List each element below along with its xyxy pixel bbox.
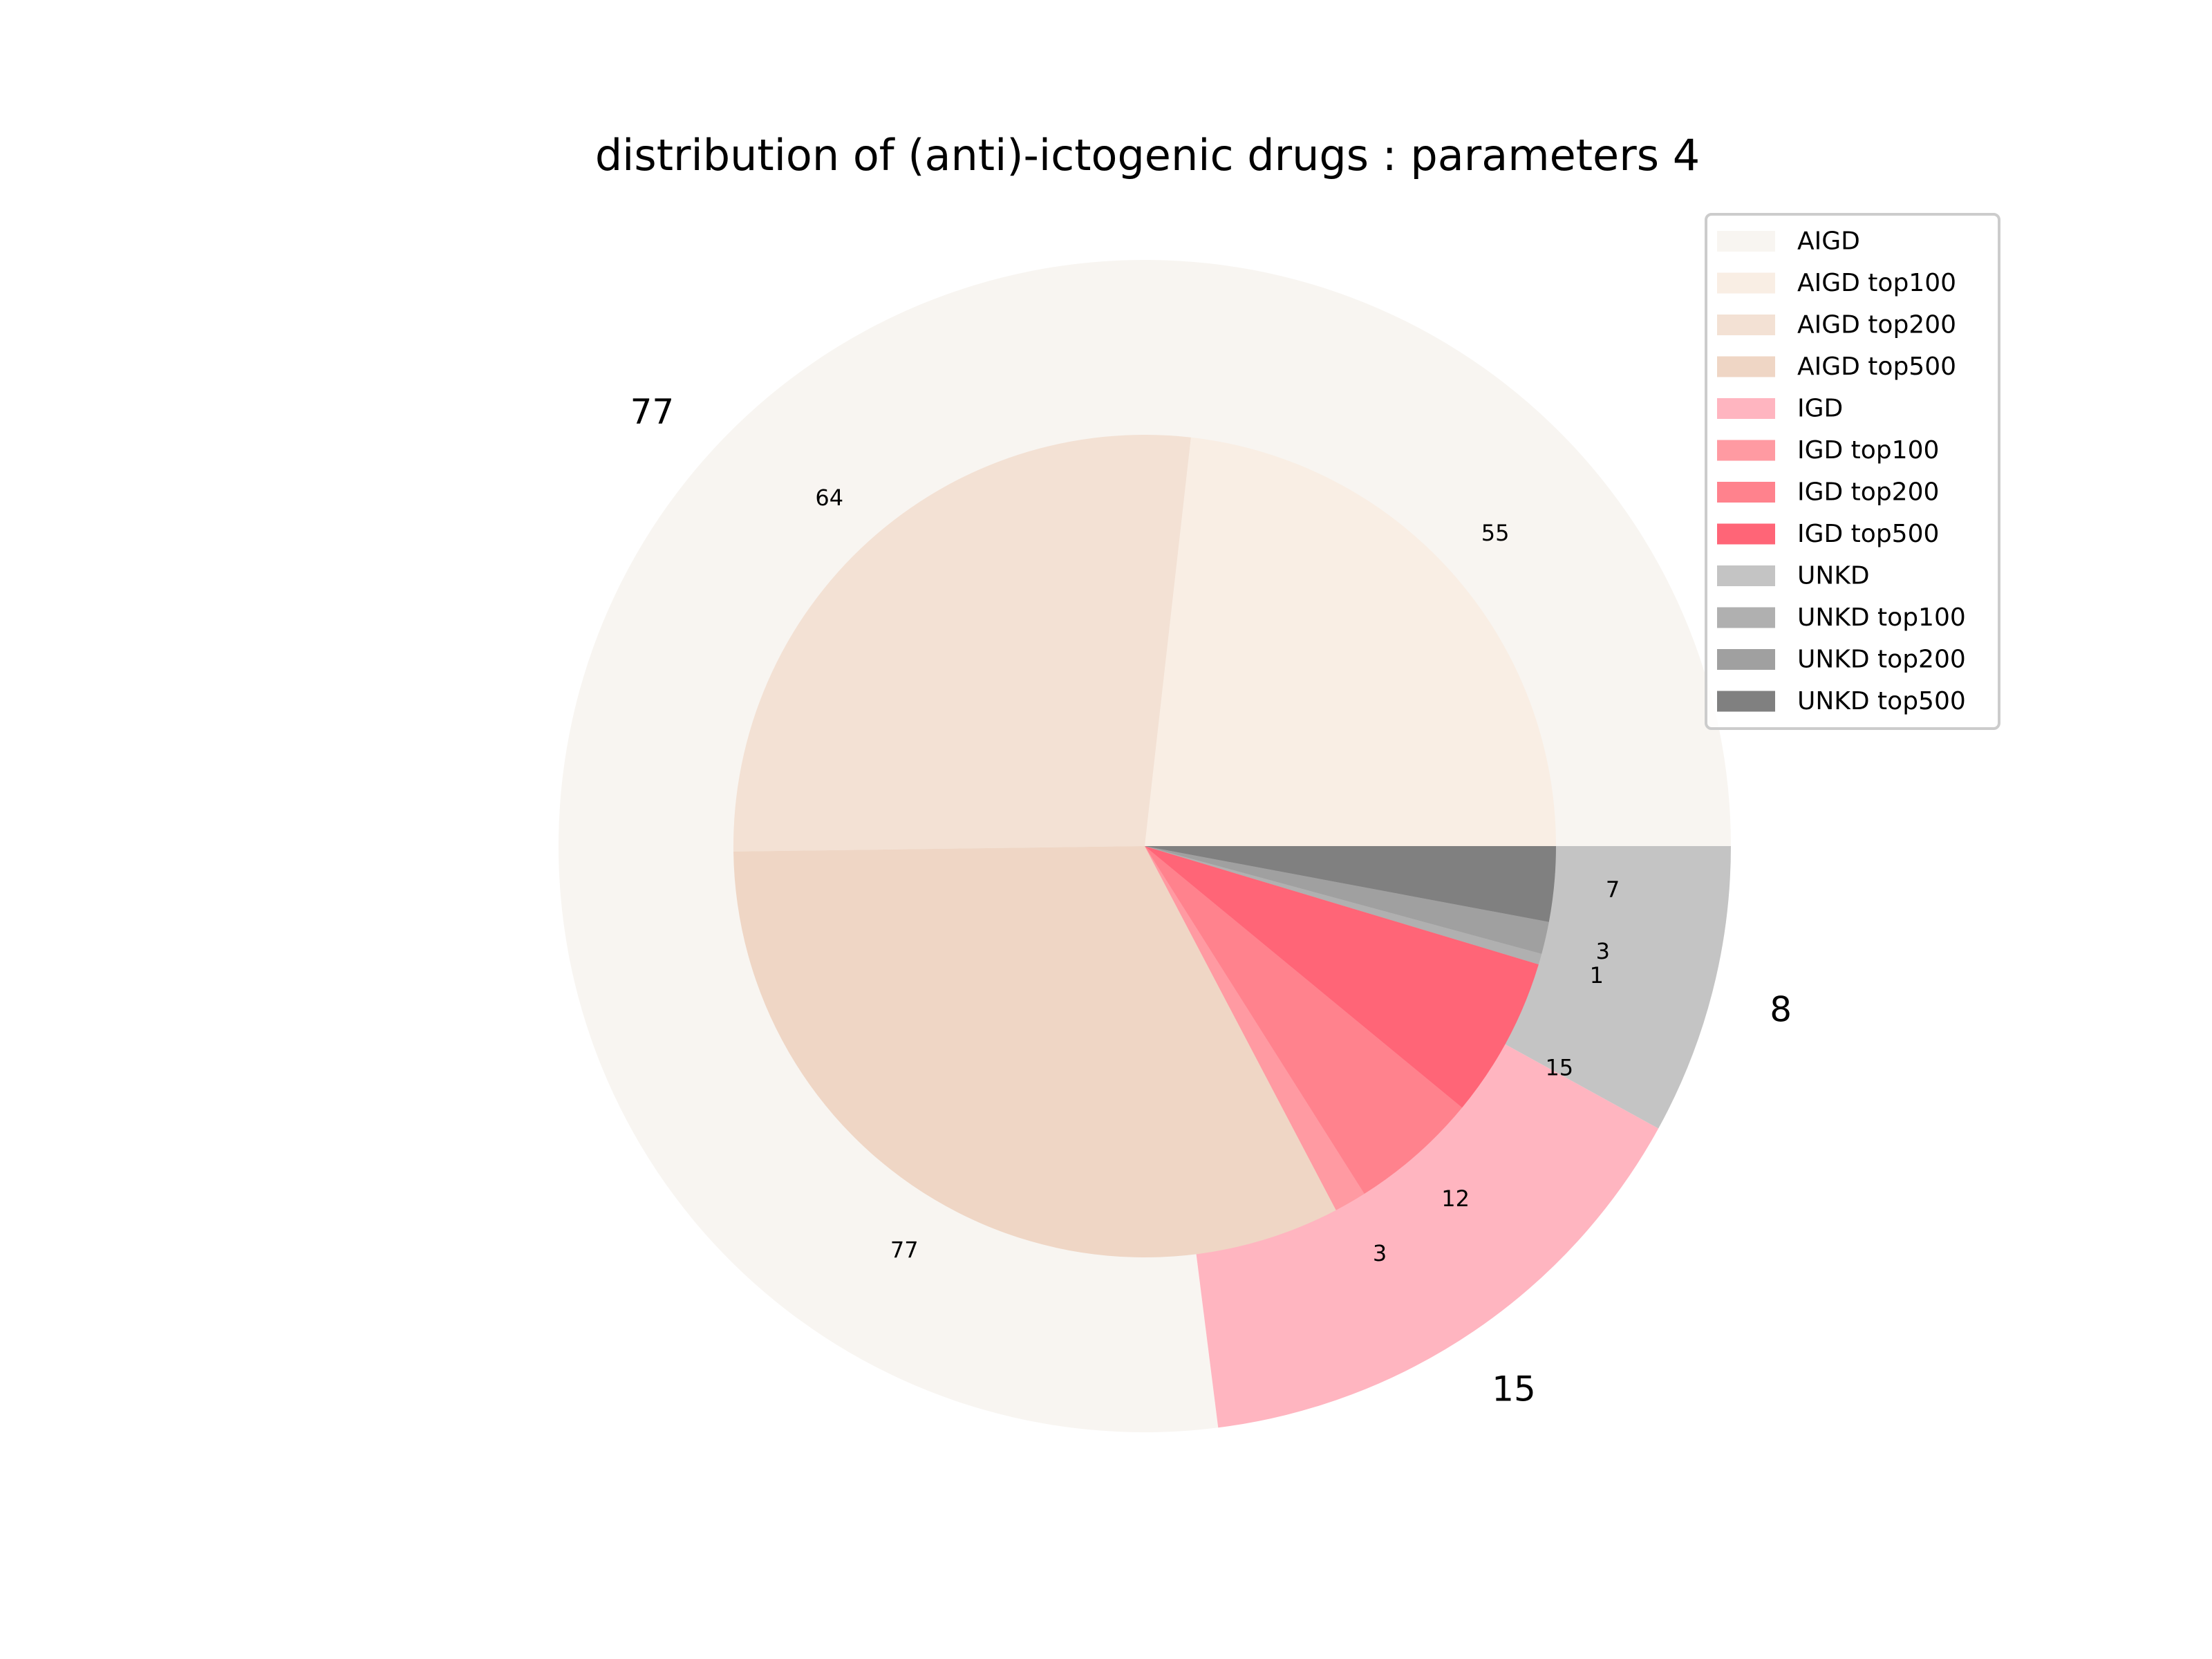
inner-slice-aigd-top500 — [733, 846, 1336, 1258]
inner-label-unkd-top200: 3 — [1596, 938, 1610, 964]
legend-swatch-igd-top200 — [1717, 482, 1775, 503]
inner-label-unkd-top100: 1 — [1590, 962, 1604, 988]
inner-label-aigd-top100: 55 — [1481, 520, 1510, 546]
inner-slice-aigd-top100 — [1145, 437, 1556, 846]
inner-slice-unkd-top100 — [1145, 846, 1542, 965]
inner-slice-unkd-top200 — [1145, 846, 1549, 954]
inner-label-aigd-top500: 77 — [890, 1237, 919, 1263]
legend-swatch-aigd-top200 — [1717, 315, 1775, 335]
legend-label-aigd-top500: AIGD top500 — [1797, 353, 1956, 381]
inner-label-igd-top500: 15 — [1545, 1054, 1573, 1080]
outer-label-aigd: 77 — [630, 392, 675, 432]
inner-slice-aigd-top200 — [733, 434, 1191, 852]
legend-label-igd-top100: IGD top100 — [1797, 436, 1939, 465]
legend-label-unkd-top100: UNKD top100 — [1797, 603, 1966, 632]
legend-label-aigd: AIGD — [1797, 227, 1860, 256]
inner-slice-unkd-top500 — [1145, 846, 1556, 922]
legend-swatch-aigd-top500 — [1717, 356, 1775, 377]
legend-swatch-aigd — [1717, 231, 1775, 252]
legend-swatch-igd — [1717, 398, 1775, 419]
inner-label-unkd-top500: 7 — [1606, 877, 1620, 903]
inner-slice-igd-top500 — [1145, 846, 1539, 1108]
legend: AIGD AIGD top100 AIGD top200 AIGD top500 IGD… — [1705, 213, 2000, 730]
outer-label-unkd: 8 — [1770, 989, 1792, 1029]
inner-label-igd-top100: 3 — [1373, 1240, 1387, 1266]
legend-label-unkd-top200: UNKD top200 — [1797, 646, 1966, 674]
legend-label-igd-top500: IGD top500 — [1797, 520, 1939, 548]
inner-slice-igd-top100 — [1145, 846, 1365, 1210]
inner-label-aigd-top200: 64 — [815, 485, 843, 511]
outer-label-igd: 15 — [1492, 1369, 1536, 1409]
legend-swatch-unkd-top100 — [1717, 607, 1775, 628]
inner-slice-igd-top200 — [1145, 846, 1463, 1194]
legend-swatch-unkd-top500 — [1717, 691, 1775, 712]
legend-label-aigd-top200: AIGD top200 — [1797, 311, 1956, 339]
legend-label-unkd-top500: UNKD top500 — [1797, 687, 1966, 715]
legend-label-unkd: UNKD — [1797, 562, 1870, 590]
legend-swatch-unkd — [1717, 565, 1775, 586]
legend-swatch-aigd-top100 — [1717, 272, 1775, 294]
legend-swatch-igd-top100 — [1717, 440, 1775, 461]
legend-label-igd: IGD — [1797, 395, 1843, 423]
legend-swatch-unkd-top200 — [1717, 649, 1775, 670]
legend-frame — [1705, 213, 2000, 730]
inner-label-igd-top200: 12 — [1441, 1185, 1470, 1212]
legend-label-aigd-top100: AIGD top100 — [1797, 269, 1956, 297]
legend-label-igd-top200: IGD top200 — [1797, 478, 1939, 507]
legend-swatch-igd-top500 — [1717, 523, 1775, 545]
chart-title: distribution of (anti)-ictogenic drugs :… — [595, 130, 1700, 180]
